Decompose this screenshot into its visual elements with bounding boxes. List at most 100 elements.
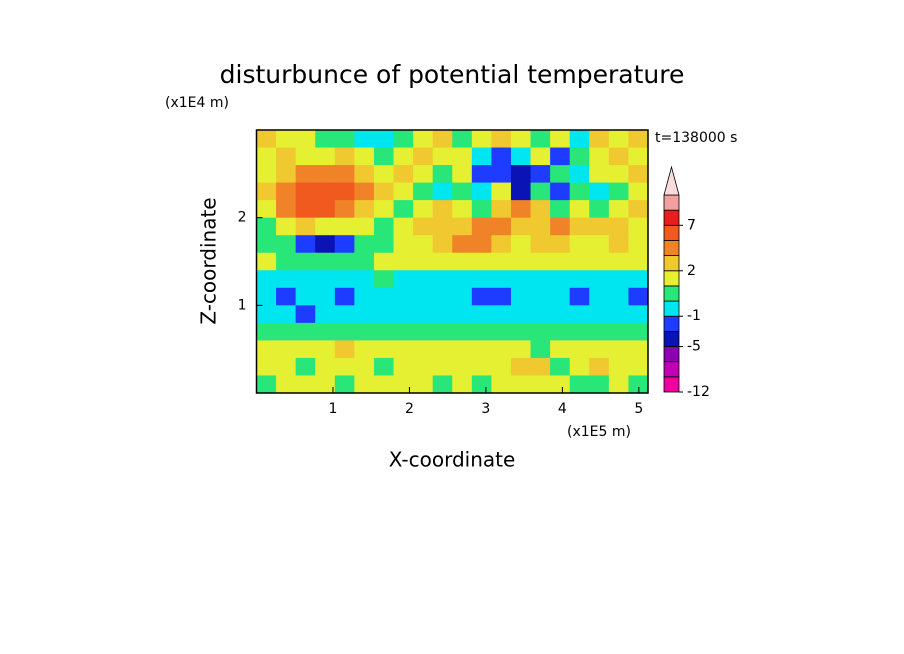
contour-cell <box>569 305 590 324</box>
contour-cell <box>334 340 355 359</box>
contour-cell <box>569 287 590 306</box>
colorbar-box <box>663 330 680 347</box>
contour-cell <box>393 305 414 324</box>
contour-cell <box>471 305 492 324</box>
contour-cell <box>452 357 473 376</box>
contour-cell <box>628 182 649 201</box>
contour-cell <box>315 182 336 201</box>
colorbar-box <box>663 361 680 378</box>
contour-cell <box>510 375 532 394</box>
contour-cell <box>413 357 434 376</box>
colorbar-box <box>663 209 680 226</box>
contour-cell <box>471 165 492 184</box>
contour-cell <box>530 270 551 289</box>
x-tick-label: 5 <box>634 401 643 417</box>
contour-cell <box>256 217 277 236</box>
contour-cell <box>491 200 512 219</box>
contour-cell <box>393 147 414 166</box>
x-tick-label: 3 <box>481 401 490 417</box>
contour-cell <box>276 182 297 201</box>
contour-cell <box>608 357 629 376</box>
contour-cell <box>628 165 649 184</box>
contour-cell <box>491 235 512 254</box>
contour-cell <box>491 130 512 149</box>
contour-cell <box>628 357 649 376</box>
contour-cell <box>550 165 571 184</box>
contour-cell <box>628 200 649 219</box>
contour-cell <box>413 252 434 271</box>
contour-cell <box>510 305 532 324</box>
contour-cell <box>530 322 551 341</box>
contour-cell <box>510 130 532 149</box>
chart-title: disturbunce of potential temperature <box>220 60 685 89</box>
contour-cell <box>530 182 551 201</box>
contour-cell <box>432 357 453 376</box>
contour-cell <box>256 252 277 271</box>
contour-cell <box>589 252 610 271</box>
contour-cell <box>315 165 336 184</box>
contour-cell <box>393 340 414 359</box>
contour-cell <box>373 375 395 394</box>
contour-cell <box>354 165 375 184</box>
contour-cell <box>373 130 395 149</box>
contour-cell <box>569 147 590 166</box>
contour-cell <box>550 130 571 149</box>
contour-cell <box>315 147 336 166</box>
contour-cell <box>471 375 492 394</box>
contour-cell <box>589 270 610 289</box>
contour-cell <box>295 322 316 341</box>
contour-cell <box>315 287 336 306</box>
y-axis-label: Z-coordinate <box>197 197 221 324</box>
contour-cell <box>334 200 355 219</box>
contour-cell <box>589 165 610 184</box>
contour-cell <box>569 270 590 289</box>
contour-cell <box>334 252 355 271</box>
contour-cell <box>550 235 571 254</box>
contour-cell <box>432 340 453 359</box>
contour-cell <box>569 322 590 341</box>
contour-cell <box>354 322 375 341</box>
contour-cell <box>413 287 434 306</box>
contour-cell <box>608 322 629 341</box>
x-tick-label: 2 <box>405 401 414 417</box>
colorbar-box <box>663 315 680 332</box>
contour-cell <box>608 252 629 271</box>
contour-cell <box>608 305 629 324</box>
contour-cell <box>550 375 571 394</box>
contour-cell <box>550 357 571 376</box>
contour-cell <box>452 130 473 149</box>
contour-cell <box>354 357 375 376</box>
contour-cell <box>569 375 590 394</box>
contour-cell <box>432 147 453 166</box>
contour-cell <box>491 182 512 201</box>
contour-cell <box>295 270 316 289</box>
contour-cell <box>530 147 551 166</box>
contour-cell <box>334 235 355 254</box>
contour-cell <box>452 252 473 271</box>
contour-cell <box>256 305 277 324</box>
contour-cell <box>589 200 610 219</box>
contour-cell <box>373 357 395 376</box>
contour-cell <box>608 182 629 201</box>
contour-cell <box>354 217 375 236</box>
contour-cell <box>393 130 414 149</box>
contour-cell <box>471 322 492 341</box>
contour-cell <box>276 270 297 289</box>
contour-cell <box>276 165 297 184</box>
contour-cell <box>413 322 434 341</box>
y-unit: (x1E4 m) <box>165 95 229 111</box>
contour-cell <box>491 322 512 341</box>
plot-frame <box>255 129 649 394</box>
contour-cell <box>452 147 473 166</box>
contour-cell <box>315 305 336 324</box>
contour-cell <box>393 182 414 201</box>
contour-cell <box>413 147 434 166</box>
contour-cell <box>315 252 336 271</box>
contour-cell <box>315 217 336 236</box>
contour-cell <box>432 375 453 394</box>
contour-cell <box>373 200 395 219</box>
contour-cell <box>608 217 629 236</box>
contour-cell <box>530 357 551 376</box>
contour-cell <box>550 200 571 219</box>
contour-cell <box>373 217 395 236</box>
